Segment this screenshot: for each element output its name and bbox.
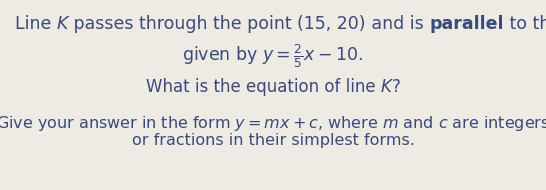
Text: given by $y = \frac{2}{5}x - 10$.: given by $y = \frac{2}{5}x - 10$. [182,42,364,70]
Text: ?: ? [391,78,400,96]
Text: to the line: to the line [503,15,546,33]
Text: K: K [57,15,68,33]
Text: (15, 20): (15, 20) [298,15,366,33]
Text: What is the equation of line: What is the equation of line [146,78,381,96]
Text: passes through the point: passes through the point [68,15,298,33]
Text: and is: and is [366,15,429,33]
Text: K: K [381,78,391,96]
Text: Line: Line [15,15,57,33]
Text: or fractions in their simplest forms.: or fractions in their simplest forms. [132,133,414,148]
Text: Give your answer in the form $y = mx + c$, where $m$ and $c$ are integers: Give your answer in the form $y = mx + c… [0,114,546,133]
Text: parallel: parallel [429,15,503,33]
